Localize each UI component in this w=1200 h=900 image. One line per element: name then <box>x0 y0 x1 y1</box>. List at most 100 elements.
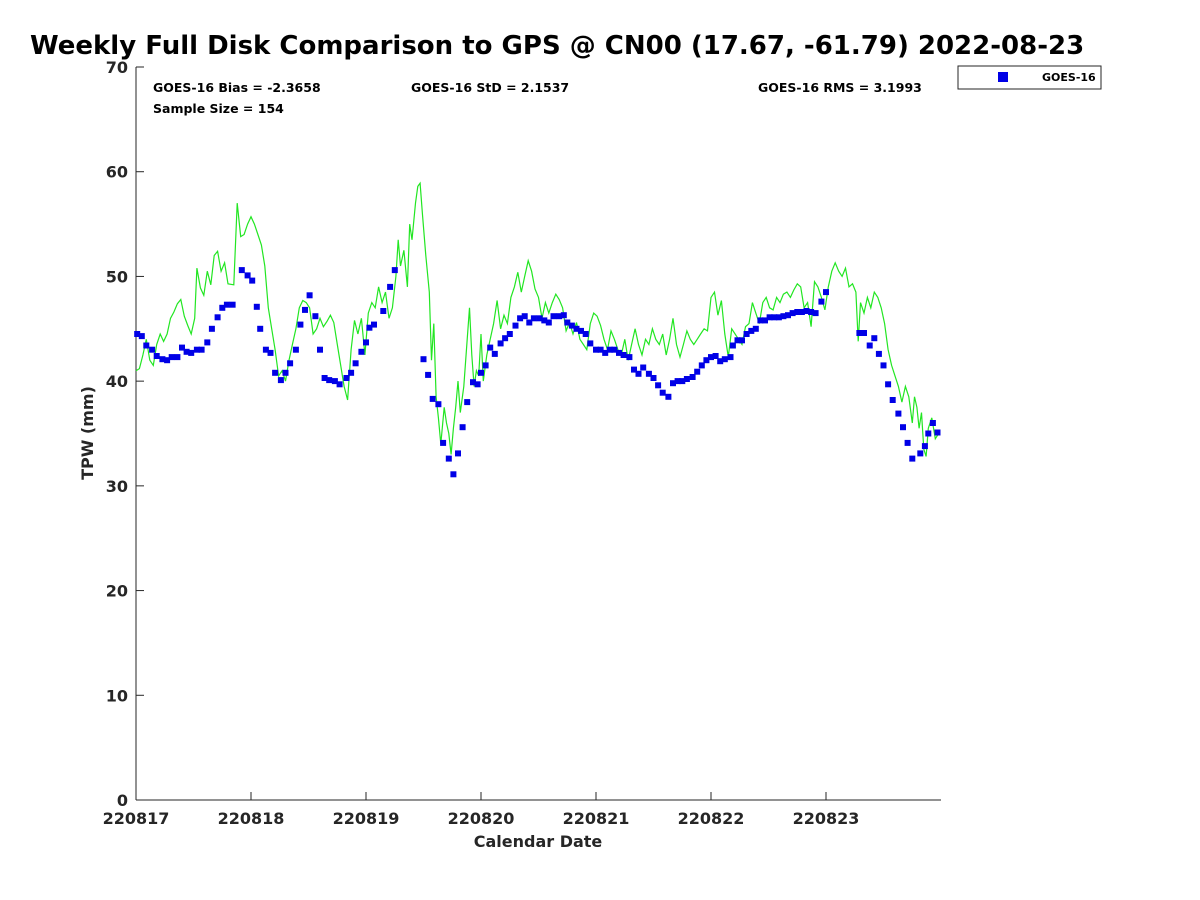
goes16-point <box>366 324 373 331</box>
goes16-point <box>371 321 377 328</box>
goes16-point <box>317 346 323 353</box>
goes16-point <box>602 349 609 356</box>
goes16-point <box>179 344 185 351</box>
legend-box <box>957 65 1102 90</box>
goes16-point <box>244 272 251 279</box>
goes16-point <box>909 455 916 462</box>
goes16-point <box>727 354 734 361</box>
goes16-point <box>249 277 256 284</box>
goes16-point <box>331 378 338 385</box>
goes16-point <box>204 339 211 346</box>
goes16-point <box>470 379 476 386</box>
goes16-point <box>429 395 436 402</box>
goes16-point <box>530 315 537 322</box>
goes16-point <box>188 349 195 356</box>
goes16-point <box>450 471 457 478</box>
goes16-point <box>593 346 599 353</box>
legend-marker <box>998 72 1008 82</box>
goes16-point <box>775 314 782 321</box>
goes16-point <box>208 325 215 332</box>
goes16-point <box>823 289 829 296</box>
goes16-point <box>380 308 387 314</box>
goes16-point <box>326 377 333 384</box>
goes16-point <box>560 312 567 319</box>
goes16-point <box>717 358 724 365</box>
goes16-point <box>420 356 427 363</box>
x-axis-label: Calendar Date <box>474 832 603 851</box>
goes16-point <box>214 314 221 321</box>
goes16-point <box>153 353 160 359</box>
goes-points-layer <box>134 267 941 478</box>
goes16-point <box>616 349 622 356</box>
x-tick-label: 220823 <box>793 809 860 828</box>
goes16-point <box>866 342 873 349</box>
goes16-point <box>708 354 714 361</box>
goes16-point <box>856 330 863 336</box>
goes16-point <box>582 331 589 337</box>
legend-label: GOES-16 <box>1042 71 1096 84</box>
goes16-point <box>929 420 936 426</box>
stat-bias: GOES-16 Bias = -2.3658 <box>153 80 321 95</box>
x-tick-label: 220820 <box>448 809 515 828</box>
goes16-point <box>818 298 825 305</box>
goes16-point <box>620 352 627 358</box>
goes16-point <box>703 357 710 364</box>
goes16-point <box>238 267 245 274</box>
goes16-point <box>267 349 274 356</box>
goes16-point <box>517 315 524 322</box>
goes16-point <box>545 319 552 326</box>
goes16-point <box>889 397 896 403</box>
goes16-point <box>721 356 728 363</box>
goes16-point <box>168 354 175 361</box>
x-tick-label: 220821 <box>563 809 630 828</box>
goes16-point <box>512 322 519 329</box>
goes16-point <box>183 348 190 355</box>
goes16-point <box>564 319 571 326</box>
goes16-point <box>464 399 471 406</box>
goes16-point <box>526 319 533 326</box>
goes16-point <box>343 375 350 381</box>
goes16-point <box>149 346 156 353</box>
goes16-point <box>626 354 633 361</box>
goes16-point <box>336 381 343 388</box>
y-ticks: 0 10 20 30 40 50 60 70 <box>106 58 144 810</box>
goes16-point <box>762 317 768 324</box>
goes16-point <box>198 346 205 353</box>
goes16-point <box>138 333 145 340</box>
goes16-point <box>219 304 226 311</box>
goes16-point <box>573 325 580 332</box>
goes16-point <box>272 369 279 376</box>
goes16-point <box>808 309 815 315</box>
goes16-point <box>541 317 548 324</box>
goes16-point <box>743 331 750 337</box>
goes16-point <box>143 342 150 349</box>
goes16-point <box>321 375 328 381</box>
goes16-point <box>757 317 764 324</box>
goes16-point <box>785 312 791 319</box>
goes16-point <box>348 369 355 376</box>
goes16-point <box>597 346 604 353</box>
goes16-point <box>748 327 755 334</box>
goes16-point <box>880 362 887 369</box>
goes16-point <box>752 325 759 332</box>
goes16-point <box>550 313 557 320</box>
goes16-point <box>645 370 652 377</box>
goes16-point <box>174 354 181 361</box>
goes16-point <box>277 377 284 384</box>
goes16-point <box>803 308 810 314</box>
goes16-point <box>292 346 299 353</box>
goes16-point <box>635 370 642 377</box>
goes16-point <box>694 368 701 375</box>
stat-sample-size: Sample Size = 154 <box>153 101 284 116</box>
goes16-point <box>921 443 928 450</box>
goes16-point <box>482 362 489 369</box>
goes16-point <box>502 335 509 342</box>
goes16-point <box>257 325 264 332</box>
goes16-point <box>497 340 504 347</box>
y-tick-label: 10 <box>106 686 128 705</box>
y-tick-label: 70 <box>106 58 128 77</box>
plot-area <box>135 67 941 801</box>
goes16-point <box>934 429 941 436</box>
goes16-point <box>521 313 528 320</box>
